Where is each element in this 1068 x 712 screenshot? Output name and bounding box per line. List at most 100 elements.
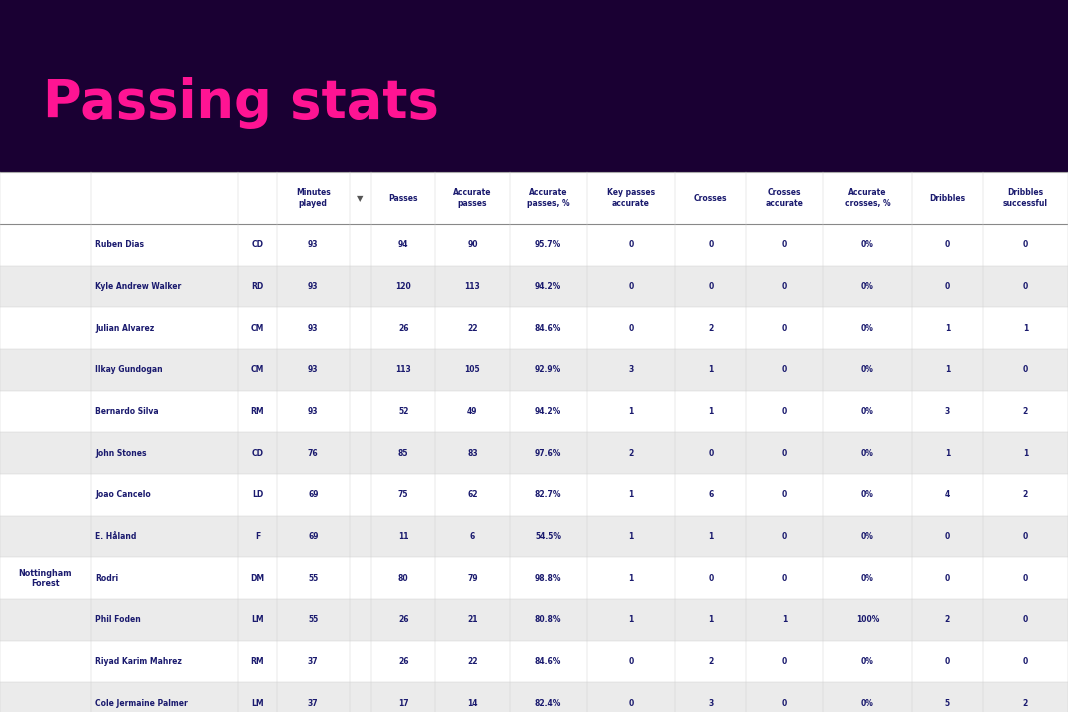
Text: 55: 55 xyxy=(309,574,318,582)
Text: RD: RD xyxy=(251,282,264,291)
Bar xyxy=(0,599,1068,641)
Text: LD: LD xyxy=(252,491,263,499)
Bar xyxy=(0,391,1068,432)
Text: 1: 1 xyxy=(708,615,713,624)
Text: 93: 93 xyxy=(308,282,318,291)
Text: 0: 0 xyxy=(782,574,787,582)
Text: 1: 1 xyxy=(782,615,787,624)
Text: 0: 0 xyxy=(628,698,633,708)
Text: 0: 0 xyxy=(628,657,633,666)
Text: 0: 0 xyxy=(782,532,787,541)
Bar xyxy=(0,172,1068,224)
Text: 94: 94 xyxy=(398,241,408,249)
Text: 21: 21 xyxy=(467,615,477,624)
Text: 54.5%: 54.5% xyxy=(535,532,561,541)
Text: 1: 1 xyxy=(708,407,713,416)
Bar xyxy=(0,224,1068,266)
Text: 0: 0 xyxy=(945,282,949,291)
Text: 49: 49 xyxy=(467,407,477,416)
Text: 1: 1 xyxy=(1023,324,1028,333)
Text: 1: 1 xyxy=(945,324,949,333)
Text: 105: 105 xyxy=(465,365,481,375)
Text: Dribbles: Dribbles xyxy=(929,194,965,202)
Text: Julian Alvarez: Julian Alvarez xyxy=(95,324,154,333)
Text: 79: 79 xyxy=(467,574,477,582)
Text: E. Håland: E. Håland xyxy=(95,532,137,541)
Bar xyxy=(0,515,1068,557)
Text: 0: 0 xyxy=(1023,365,1028,375)
Text: 11: 11 xyxy=(398,532,408,541)
Text: 0: 0 xyxy=(782,241,787,249)
Text: 90: 90 xyxy=(467,241,477,249)
Text: Accurate
passes, %: Accurate passes, % xyxy=(527,189,569,208)
Bar xyxy=(0,557,1068,599)
Text: 0: 0 xyxy=(945,532,949,541)
Text: 1: 1 xyxy=(708,532,713,541)
Text: Accurate
crosses, %: Accurate crosses, % xyxy=(845,189,891,208)
Text: 75: 75 xyxy=(398,491,408,499)
Text: 0: 0 xyxy=(628,241,633,249)
Text: LM: LM xyxy=(251,698,264,708)
Text: LM: LM xyxy=(251,615,264,624)
Text: 2: 2 xyxy=(708,657,713,666)
Text: 0: 0 xyxy=(628,324,633,333)
Text: 0: 0 xyxy=(1023,282,1028,291)
Text: 0: 0 xyxy=(1023,657,1028,666)
Text: 0%: 0% xyxy=(861,657,874,666)
Text: 1: 1 xyxy=(1023,449,1028,458)
Text: Crosses: Crosses xyxy=(694,194,727,202)
Text: 26: 26 xyxy=(398,615,408,624)
Text: 84.6%: 84.6% xyxy=(535,324,562,333)
Text: 97.6%: 97.6% xyxy=(535,449,562,458)
Text: 17: 17 xyxy=(398,698,408,708)
Text: 37: 37 xyxy=(308,698,318,708)
Text: 0: 0 xyxy=(782,365,787,375)
Text: 95.7%: 95.7% xyxy=(535,241,561,249)
Bar xyxy=(0,432,1068,474)
Text: 0: 0 xyxy=(708,282,713,291)
Text: Ruben Dias: Ruben Dias xyxy=(95,241,144,249)
Text: 0: 0 xyxy=(782,657,787,666)
Bar xyxy=(0,474,1068,515)
Text: 0%: 0% xyxy=(861,449,874,458)
Text: 2: 2 xyxy=(945,615,949,624)
Text: 100%: 100% xyxy=(855,615,879,624)
Text: 0: 0 xyxy=(628,282,633,291)
Text: 0%: 0% xyxy=(861,324,874,333)
Text: 26: 26 xyxy=(398,324,408,333)
Text: 14: 14 xyxy=(467,698,477,708)
Bar xyxy=(0,308,1068,349)
Text: 80.8%: 80.8% xyxy=(535,615,562,624)
Text: 0: 0 xyxy=(782,449,787,458)
Text: 94.2%: 94.2% xyxy=(535,407,561,416)
Text: 0: 0 xyxy=(708,574,713,582)
Text: 4: 4 xyxy=(945,491,949,499)
Text: 0%: 0% xyxy=(861,698,874,708)
Text: 82.7%: 82.7% xyxy=(535,491,562,499)
Text: Riyad Karim Mahrez: Riyad Karim Mahrez xyxy=(95,657,182,666)
Text: Bernardo Silva: Bernardo Silva xyxy=(95,407,159,416)
Text: 1: 1 xyxy=(628,532,633,541)
Text: 93: 93 xyxy=(308,324,318,333)
Text: 80: 80 xyxy=(398,574,408,582)
Text: 0: 0 xyxy=(945,574,949,582)
Text: CD: CD xyxy=(251,449,264,458)
Text: 0: 0 xyxy=(1023,241,1028,249)
Bar xyxy=(0,349,1068,391)
Text: 1: 1 xyxy=(628,491,633,499)
Text: 2: 2 xyxy=(628,449,633,458)
Text: 5: 5 xyxy=(945,698,949,708)
Text: 113: 113 xyxy=(465,282,481,291)
Text: 93: 93 xyxy=(308,241,318,249)
Text: 94.2%: 94.2% xyxy=(535,282,561,291)
Text: 0: 0 xyxy=(782,491,787,499)
Text: 3: 3 xyxy=(708,698,713,708)
Text: 69: 69 xyxy=(308,491,318,499)
Text: 85: 85 xyxy=(398,449,408,458)
Text: 82.4%: 82.4% xyxy=(535,698,562,708)
Text: 0: 0 xyxy=(782,324,787,333)
Text: 2: 2 xyxy=(1023,698,1028,708)
Text: 37: 37 xyxy=(308,657,318,666)
Text: RM: RM xyxy=(251,407,264,416)
Text: 1: 1 xyxy=(628,407,633,416)
